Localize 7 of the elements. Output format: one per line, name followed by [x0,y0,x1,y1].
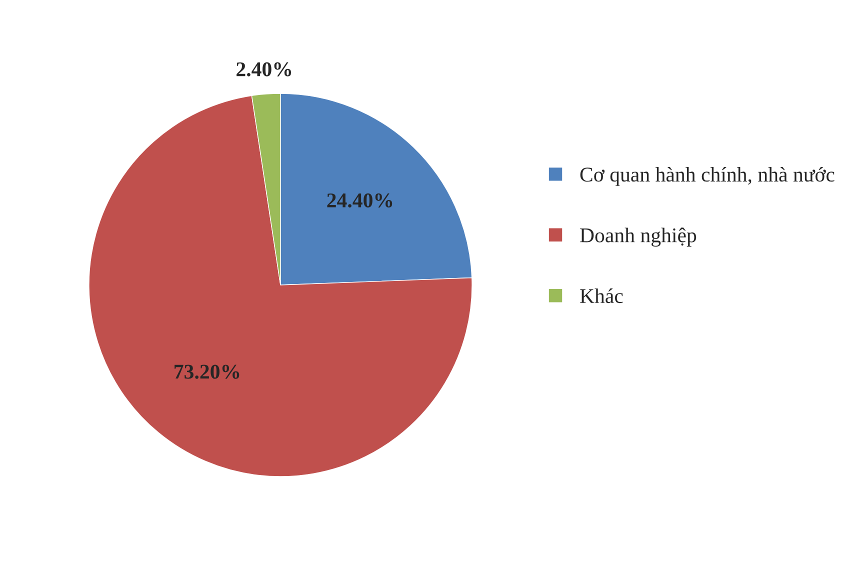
legend-label: Cơ quan hành chính, nhà nước [580,166,834,186]
legend-label: Khác [580,288,623,304]
pie-slice [88,95,472,477]
legend-label: Doanh nghiệp [580,228,696,247]
data-label: 24.40% [327,193,392,208]
data-label: 73.20% [174,364,240,379]
data-label: 2.40% [236,62,292,76]
